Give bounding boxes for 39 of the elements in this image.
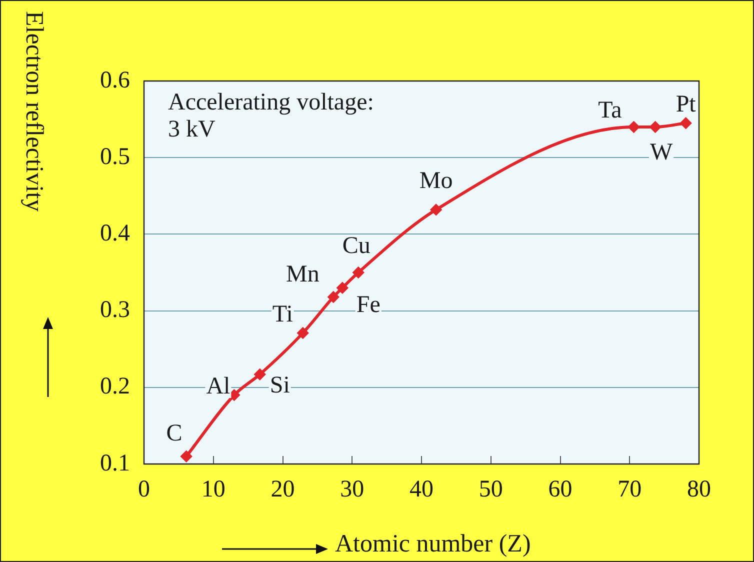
annotation: Ta — [598, 97, 622, 124]
point — [352, 267, 364, 278]
x-tick-label: 50 — [478, 476, 503, 503]
y-tick-label: 0.1 — [100, 450, 130, 476]
point — [430, 204, 442, 216]
y-axis-title: Electron reflectivity — [20, 11, 48, 212]
x-axis-title: Atomic number (Z) — [335, 530, 531, 558]
x-tick-label: 30 — [340, 476, 364, 503]
annotation: Si — [270, 372, 290, 399]
x-tick-label: 20 — [270, 476, 295, 503]
annotation: Mo — [419, 168, 453, 194]
annotation: C — [166, 420, 182, 447]
point — [254, 368, 266, 380]
point — [180, 450, 192, 462]
annotation: Pt — [676, 91, 696, 118]
annotation: Fe — [356, 292, 380, 318]
y-tick-label: 0.3 — [100, 297, 130, 324]
x-tick-label: 40 — [410, 476, 434, 503]
y-tick-label: 0.6 — [100, 67, 130, 94]
annotation: Accelerating voltage: 3 kV — [168, 89, 374, 142]
x-tick-label: 70 — [618, 476, 642, 503]
x-tick-label: 60 — [548, 476, 572, 503]
point — [680, 118, 692, 129]
point — [328, 292, 339, 303]
point — [650, 121, 661, 132]
x-tick-label: 10 — [201, 476, 226, 503]
y-tick-label: 0.2 — [100, 374, 130, 400]
y-tick-label: 0.5 — [100, 144, 130, 170]
point — [628, 121, 640, 132]
point — [297, 328, 308, 339]
annotation: W — [650, 139, 673, 166]
annotation: Mn — [286, 261, 320, 288]
annotation: Ti — [272, 301, 294, 328]
x-tick-label: 80 — [687, 476, 711, 503]
annotation: Cu — [342, 232, 370, 259]
y-tick-label: 0.4 — [100, 220, 130, 246]
x-tick-label: 0 — [138, 476, 150, 503]
annotation: Al — [206, 373, 231, 400]
point — [336, 282, 348, 294]
